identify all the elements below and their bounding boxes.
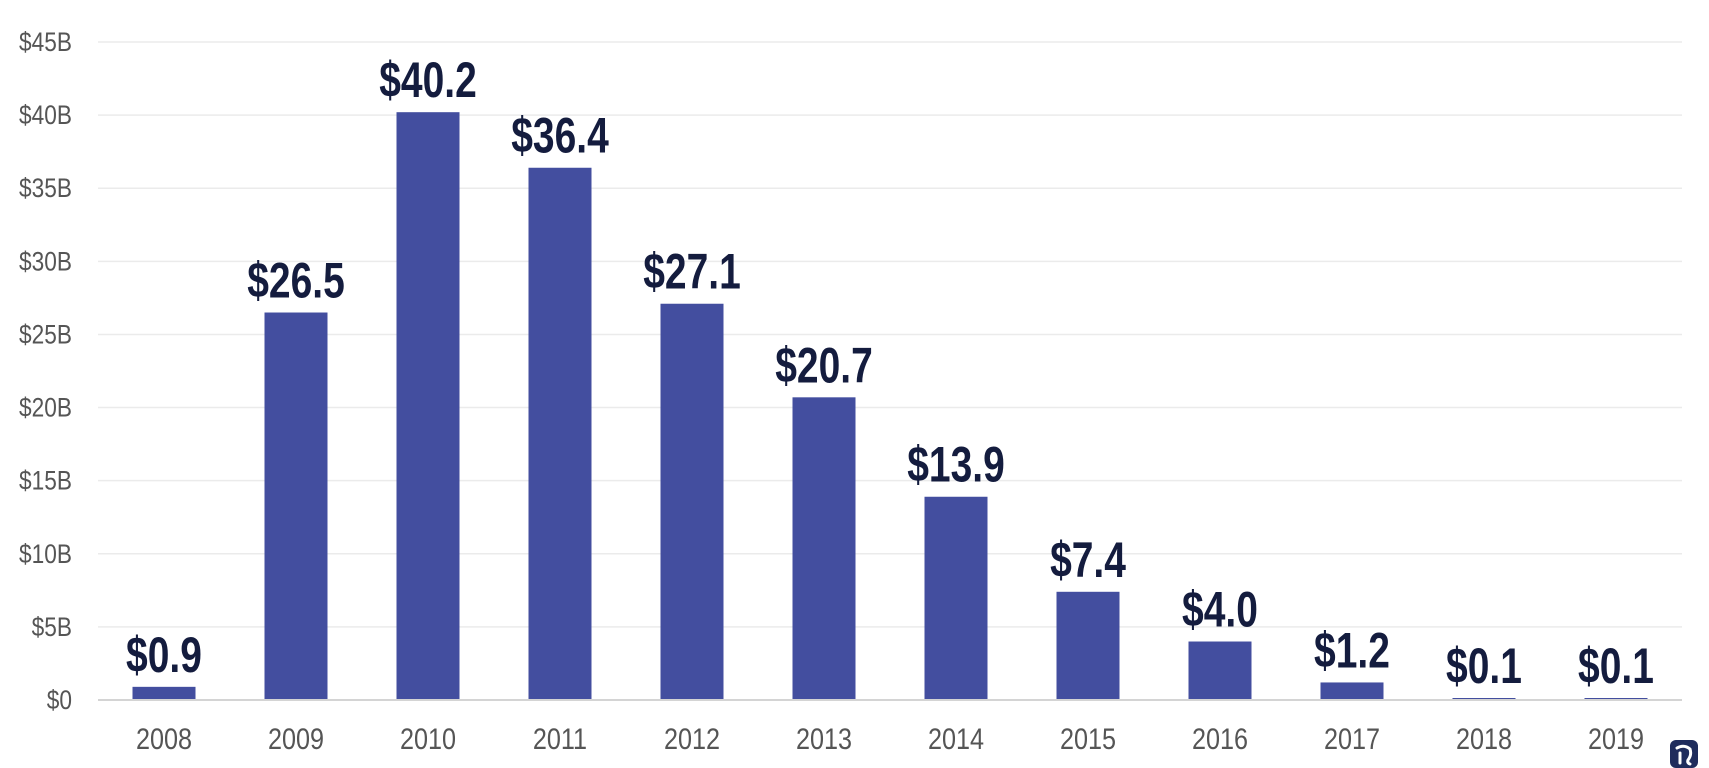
bar-2016 — [1188, 641, 1252, 700]
data-label-2012: $27.1 — [643, 243, 741, 300]
x-tick-label: 2013 — [796, 722, 852, 756]
data-label-2016: $4.0 — [1182, 581, 1258, 638]
y-tick-label: $0 — [47, 685, 72, 715]
x-tick-label: 2011 — [533, 722, 587, 756]
data-label-2019: $0.1 — [1578, 637, 1654, 694]
y-tick-label: $35B — [19, 173, 72, 203]
elephant-logo-trunk — [1675, 744, 1693, 766]
y-tick-label: $5B — [32, 612, 72, 642]
x-tick-label: 2008 — [136, 722, 192, 756]
x-tick-label: 2018 — [1456, 722, 1512, 756]
bar-2011 — [528, 167, 592, 701]
x-tick-label: 2009 — [268, 722, 324, 756]
y-tick-label: $20B — [19, 393, 72, 423]
y-tick-label: $30B — [19, 247, 72, 277]
bar-2013 — [792, 397, 856, 700]
data-label-2009: $26.5 — [247, 252, 345, 309]
bar-2008 — [132, 686, 196, 700]
data-labels: $0.9 $26.5 $40.2 $36.4 $27.1 $20.7 $13.9 $7.4 $4… — [126, 51, 1654, 694]
y-tick-label: $10B — [19, 539, 72, 569]
data-label-2015: $7.4 — [1050, 531, 1126, 588]
bar-2017 — [1320, 682, 1384, 700]
data-label-2017: $1.2 — [1314, 622, 1390, 679]
y-tick-label: $25B — [19, 320, 72, 350]
bar-2014 — [924, 496, 988, 700]
x-tick-label: 2016 — [1192, 722, 1248, 756]
y-tick-label: $15B — [19, 466, 72, 496]
bar-2015 — [1056, 591, 1120, 700]
data-label-2013: $20.7 — [775, 337, 873, 394]
elephant-logo-icon — [1670, 740, 1698, 768]
gridlines — [98, 41, 1682, 628]
y-tick-label: $45B — [19, 27, 72, 57]
x-tick-label: 2012 — [664, 722, 720, 756]
y-axis: $0 $5B $10B $15B $20B $25B $30B $35B $40B $45B — [19, 27, 72, 715]
data-label-2011: $36.4 — [511, 107, 609, 164]
x-tick-label: 2015 — [1060, 722, 1116, 756]
bar-2012 — [660, 303, 724, 700]
x-tick-label: 2019 — [1588, 722, 1644, 756]
x-tick-label: 2014 — [928, 722, 984, 756]
bars — [132, 112, 1648, 701]
data-label-2010: $40.2 — [379, 51, 477, 108]
bar-2010 — [396, 112, 460, 701]
x-tick-label: 2010 — [400, 722, 456, 756]
data-label-2018: $0.1 — [1446, 637, 1522, 694]
brand-logo — [1670, 740, 1698, 768]
x-axis: 2008 2009 2010 2011 2012 2013 2014 2015 2016 2017… — [98, 699, 1682, 756]
data-label-2014: $13.9 — [907, 436, 1005, 493]
bar-2009 — [264, 312, 328, 700]
y-tick-label: $40B — [19, 100, 72, 130]
data-label-2008: $0.9 — [126, 626, 202, 683]
x-tick-label: 2017 — [1324, 722, 1380, 756]
